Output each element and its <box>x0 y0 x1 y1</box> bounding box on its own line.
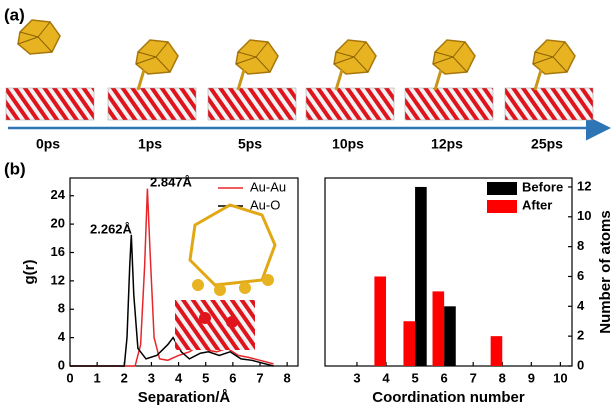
y-tick-label: 0 <box>58 357 65 372</box>
x-tick-label: 3 <box>148 370 155 385</box>
time-label: 0ps <box>36 136 60 152</box>
x-tick-label: 8 <box>284 370 291 385</box>
gold-bond <box>336 70 342 90</box>
y-tick-label: 12 <box>51 272 65 287</box>
x-axis-label: Coordination number <box>372 389 525 406</box>
x-tick-label: 8 <box>499 370 506 385</box>
y-tick-label: 4 <box>58 329 66 344</box>
y-axis-label: Number of atoms <box>597 210 613 333</box>
legend-swatch <box>487 182 517 195</box>
time-label: 1ps <box>138 136 162 152</box>
y-tick-label: 2 <box>577 328 584 343</box>
slab <box>505 88 593 120</box>
y-tick-label: 16 <box>51 244 65 259</box>
time-label: 5ps <box>238 136 262 152</box>
gold-bond <box>238 70 244 90</box>
slab <box>108 88 196 120</box>
inset-slab <box>175 300 255 350</box>
x-tick-label: 10 <box>553 370 567 385</box>
slab <box>208 88 296 120</box>
legend-label: Au-Au <box>250 179 286 194</box>
x-tick-label: 6 <box>441 370 448 385</box>
inset-structure <box>175 205 275 350</box>
y-tick-label: 6 <box>577 268 584 283</box>
bar <box>374 276 386 366</box>
annotation: 2.262Å <box>90 221 133 236</box>
inset-atom <box>226 316 238 328</box>
x-tick-label: 2 <box>121 370 128 385</box>
legend-label: After <box>522 197 552 212</box>
inset-atom <box>192 279 204 291</box>
gold-cluster <box>18 20 60 54</box>
bar <box>444 306 456 366</box>
gold-cluster <box>236 40 278 74</box>
inset-atom <box>199 312 211 324</box>
annotation: 2.847Å <box>150 174 193 189</box>
time-label: 12ps <box>431 136 463 152</box>
y-tick-label: 12 <box>577 178 591 193</box>
bar <box>403 321 415 366</box>
legend-label: Au-O <box>250 197 280 212</box>
inset-atom <box>214 284 226 296</box>
y-tick-label: 4 <box>577 298 585 313</box>
bar <box>415 187 427 366</box>
gold-cluster <box>136 40 178 74</box>
bar <box>433 291 445 366</box>
inset-atom <box>239 282 251 294</box>
x-tick-label: 0 <box>66 370 73 385</box>
gold-bond <box>535 70 541 90</box>
gold-cluster <box>334 40 376 74</box>
x-tick-label: 7 <box>470 370 477 385</box>
y-tick-label: 24 <box>51 187 66 202</box>
slab <box>306 88 394 120</box>
inset-cluster <box>190 205 275 285</box>
y-tick-label: 0 <box>577 357 584 372</box>
time-label: 10ps <box>332 136 364 152</box>
bar <box>491 336 503 366</box>
x-tick-label: 4 <box>382 370 390 385</box>
figure: (a) (b) 0ps1ps5ps10ps12ps25ps01234567804… <box>0 0 613 412</box>
x-tick-label: 1 <box>94 370 101 385</box>
legend-label: Before <box>522 179 563 194</box>
inset-atom <box>262 274 274 286</box>
panel-label: (b) <box>4 159 26 178</box>
gold-cluster <box>533 40 575 74</box>
slab <box>405 88 493 120</box>
gold-bond <box>435 70 441 90</box>
x-tick-label: 4 <box>175 370 183 385</box>
x-tick-label: 7 <box>256 370 263 385</box>
time-label: 25ps <box>531 136 563 152</box>
y-tick-label: 20 <box>51 216 65 231</box>
x-tick-label: 3 <box>353 370 360 385</box>
x-tick-label: 5 <box>411 370 418 385</box>
legend-swatch <box>487 200 517 213</box>
y-axis-label: g(r) <box>21 260 38 285</box>
x-tick-label: 6 <box>229 370 236 385</box>
y-tick-label: 8 <box>577 238 584 253</box>
y-tick-label: 8 <box>58 301 65 316</box>
x-tick-label: 9 <box>528 370 535 385</box>
x-axis-label: Separation/Å <box>138 389 231 406</box>
x-tick-label: 5 <box>202 370 209 385</box>
gold-bond <box>138 70 144 90</box>
gold-cluster <box>433 40 475 74</box>
panel-label: (a) <box>4 5 25 24</box>
y-tick-label: 10 <box>577 208 591 223</box>
slab <box>6 88 94 120</box>
